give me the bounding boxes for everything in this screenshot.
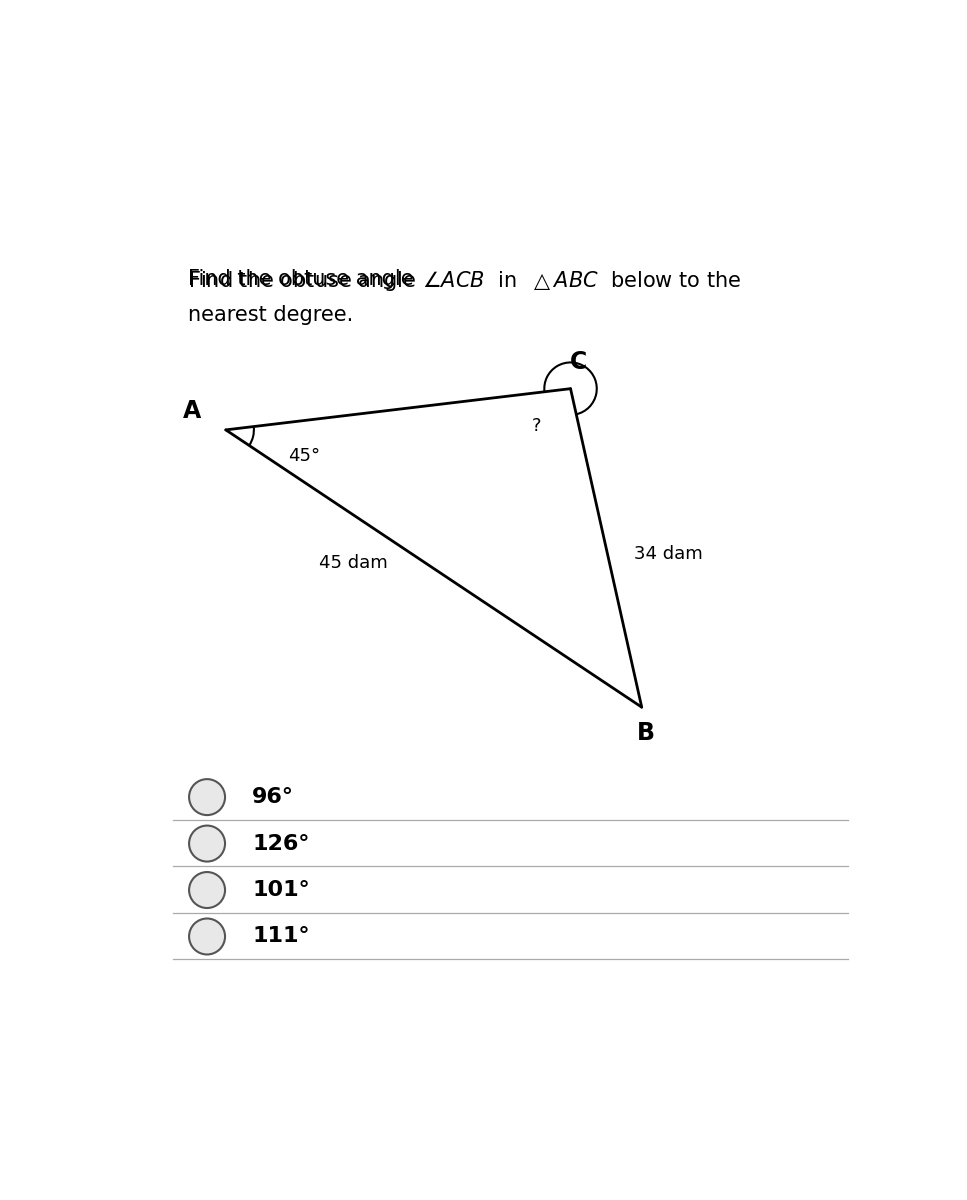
Text: 34 dam: 34 dam: [633, 545, 702, 563]
Text: 101°: 101°: [252, 880, 309, 900]
Circle shape: [190, 826, 225, 862]
Text: 96°: 96°: [252, 787, 294, 808]
Circle shape: [190, 779, 225, 815]
Text: nearest degree.: nearest degree.: [189, 305, 354, 325]
Text: B: B: [636, 721, 655, 745]
Text: 45°: 45°: [288, 448, 320, 466]
Text: A: A: [183, 400, 201, 424]
Text: Find the obtuse angle $\angle ACB$  in  $\triangle ABC$  below to the: Find the obtuse angle $\angle ACB$ in $\…: [189, 269, 742, 293]
Text: Find the obtuse angle: Find the obtuse angle: [189, 269, 421, 289]
Circle shape: [190, 918, 225, 954]
Text: 45 dam: 45 dam: [319, 553, 388, 571]
Text: C: C: [570, 350, 587, 374]
Text: 126°: 126°: [252, 834, 309, 853]
Text: 111°: 111°: [252, 926, 309, 947]
Circle shape: [190, 872, 225, 908]
Text: ?: ?: [532, 418, 542, 436]
